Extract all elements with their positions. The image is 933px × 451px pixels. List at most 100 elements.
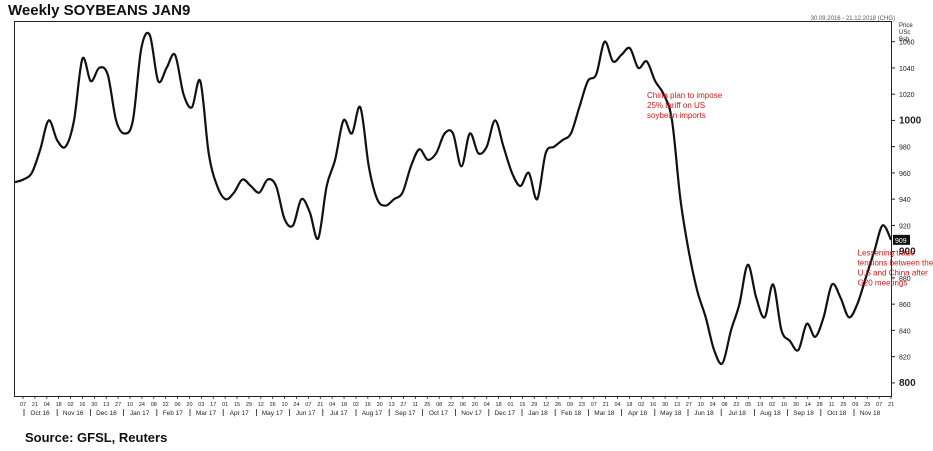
x-tick-label: 05 xyxy=(745,402,751,408)
last-value-badge xyxy=(893,234,910,245)
x-tick-label: 13 xyxy=(103,402,109,408)
x-tick-label: 15 xyxy=(234,402,240,408)
plot-frame xyxy=(14,21,892,397)
x-tick-label: 27 xyxy=(400,402,406,408)
x-month-label: Jan 18 xyxy=(528,410,548,417)
x-tick-label: 19 xyxy=(757,402,763,408)
x-tick-label: 15 xyxy=(519,402,525,408)
x-tick-label: 23 xyxy=(864,402,870,408)
x-axis: 07 21 04 18 02 16 30 13 27 10 24 08 22 06 20 03 17 01 15 29… xyxy=(20,396,894,417)
y-tick-label: 920 xyxy=(899,223,911,230)
annotation-line: China plan to impose xyxy=(647,91,723,100)
x-tick-label: 22 xyxy=(448,402,454,408)
x-month-label: Mar 17 xyxy=(196,410,217,417)
x-month-label: Oct 18 xyxy=(827,410,847,417)
x-month-label: Nov 18 xyxy=(860,410,881,417)
x-month-label: Dec 17 xyxy=(494,410,515,417)
x-tick-label: 13 xyxy=(674,402,680,408)
x-tick-label: 07 xyxy=(305,402,311,408)
x-tick-label: 29 xyxy=(246,402,252,408)
x-tick-label: 22 xyxy=(733,402,739,408)
y-tick-label: 1000 xyxy=(899,115,922,126)
x-month-label: Oct 16 xyxy=(30,410,50,417)
x-tick-label: 08 xyxy=(721,402,727,408)
series-group: 909 xyxy=(14,31,910,365)
annotation-line: Lessening trade xyxy=(858,249,915,258)
x-tick-label: 18 xyxy=(341,402,347,408)
x-month-label: Jun 18 xyxy=(694,410,714,417)
x-tick-label: 09 xyxy=(852,402,858,408)
x-tick-label: 14 xyxy=(805,402,811,408)
x-tick-label: 08 xyxy=(151,402,157,408)
x-tick-label: 29 xyxy=(531,402,537,408)
x-tick-label: 18 xyxy=(496,402,502,408)
x-month-label: Mar 18 xyxy=(594,410,615,417)
x-tick-label: 25 xyxy=(424,402,430,408)
x-tick-label: 11 xyxy=(413,402,419,408)
x-tick-label: 25 xyxy=(840,402,846,408)
x-tick-label: 07 xyxy=(20,402,26,408)
x-tick-label: 01 xyxy=(222,402,228,408)
x-month-label: Jul 17 xyxy=(330,410,348,417)
x-month-label: Sep 18 xyxy=(793,410,814,417)
x-tick-label: 12 xyxy=(543,402,549,408)
x-month-label: May 18 xyxy=(660,410,682,417)
x-month-label: May 17 xyxy=(262,410,284,417)
x-month-label: Nov 16 xyxy=(63,410,84,417)
x-month-label: Jul 18 xyxy=(729,410,747,417)
y-tick-label: 840 xyxy=(899,328,911,335)
x-tick-label: 16 xyxy=(650,402,656,408)
x-tick-label: 24 xyxy=(139,402,145,408)
y-tick-label: 960 xyxy=(899,171,911,178)
x-month-label: Nov 17 xyxy=(461,410,482,417)
x-tick-label: 20 xyxy=(472,402,478,408)
series-line xyxy=(14,31,892,365)
x-month-label: Oct 17 xyxy=(429,410,449,417)
x-tick-label: 30 xyxy=(793,402,799,408)
x-month-label: Dec 16 xyxy=(96,410,117,417)
x-tick-label: 22 xyxy=(163,402,169,408)
x-tick-label: 16 xyxy=(781,402,787,408)
y-axis-label: USc xyxy=(899,30,910,36)
x-tick-label: 03 xyxy=(198,402,204,408)
annotation-line: G20 meetings xyxy=(858,279,908,288)
x-tick-label: 04 xyxy=(484,402,490,408)
x-month-label: Aug 18 xyxy=(760,410,781,417)
x-tick-label: 07 xyxy=(591,402,597,408)
x-tick-label: 23 xyxy=(579,402,585,408)
x-tick-label: 04 xyxy=(329,402,335,408)
annotation-text: China plan to impose 25% tariff on US soyb… xyxy=(647,91,723,120)
x-month-label: Sep 17 xyxy=(395,410,416,417)
x-tick-label: 10 xyxy=(698,402,704,408)
x-tick-label: 07 xyxy=(876,402,882,408)
x-tick-label: 06 xyxy=(175,402,181,408)
x-tick-label: 21 xyxy=(888,402,894,408)
source-note: Source: GFSL, Reuters xyxy=(25,430,168,445)
y-axis-label: Bsh xyxy=(899,37,909,43)
annotation-line: tensions between the xyxy=(858,259,933,268)
chart-title: Weekly SOYBEANS JAN9 xyxy=(8,2,191,19)
x-tick-label: 12 xyxy=(258,402,264,408)
annotation-text: Lessening trade tensions between the U.S a… xyxy=(858,249,933,288)
x-tick-label: 27 xyxy=(115,402,121,408)
y-tick-label: 980 xyxy=(899,145,911,152)
y-tick-label: 1040 xyxy=(899,66,915,73)
x-tick-label: 18 xyxy=(626,402,632,408)
x-tick-label: 04 xyxy=(614,402,620,408)
annotation-line: 25% tariff on US xyxy=(647,101,705,110)
x-tick-label: 21 xyxy=(603,402,609,408)
x-tick-label: 02 xyxy=(769,402,775,408)
x-tick-label: 02 xyxy=(638,402,644,408)
x-tick-label: 17 xyxy=(210,402,216,408)
x-tick-label: 10 xyxy=(127,402,133,408)
x-tick-label: 02 xyxy=(67,402,73,408)
y-tick-label: 800 xyxy=(899,378,916,389)
y-tick-label: 1060 xyxy=(899,40,915,47)
annotations-group: China plan to impose 25% tariff on US soyb… xyxy=(647,91,933,287)
x-month-label: Jun 17 xyxy=(296,410,316,417)
date-range-label: 30.09.2016 - 21.12.2018 (CHG) xyxy=(810,16,895,22)
x-tick-label: 26 xyxy=(270,402,276,408)
y-tick-label: 880 xyxy=(899,276,911,283)
annotation-line: U.S and China after xyxy=(858,269,929,278)
